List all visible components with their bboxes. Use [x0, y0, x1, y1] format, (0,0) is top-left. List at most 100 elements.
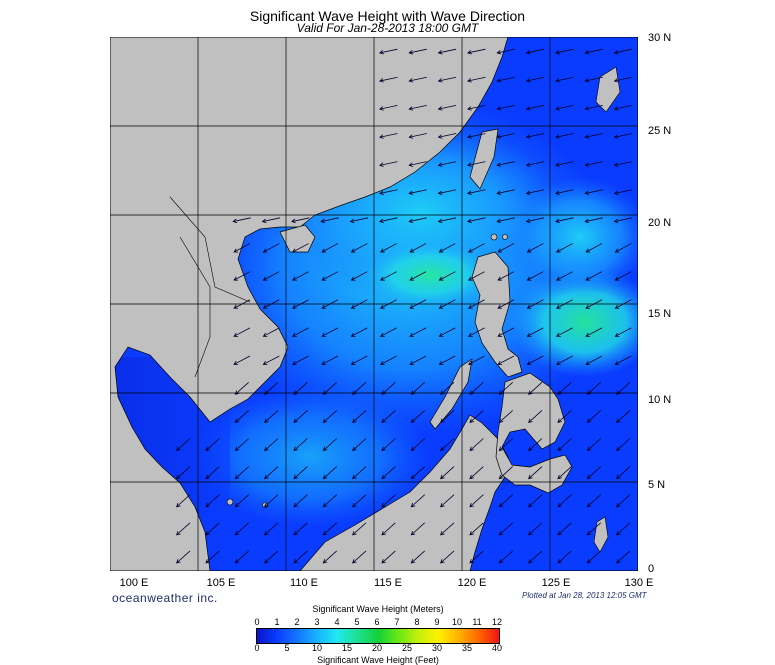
legend-feet-tick: 0	[254, 643, 260, 653]
valid-time-subtitle: Valid For Jan-28-2013 18:00 GMT	[296, 21, 479, 35]
wave-arrow	[352, 381, 367, 395]
wave-arrow	[555, 217, 574, 224]
wave-arrow	[614, 243, 632, 253]
wave-arrow	[437, 133, 457, 139]
wave-arrow	[469, 438, 484, 452]
legend-meters-tick: 7	[394, 617, 400, 627]
wave-arrow	[555, 327, 573, 337]
wave-arrow	[293, 550, 308, 564]
wave-arrow	[264, 522, 279, 536]
wave-arrow	[409, 355, 427, 365]
wave-arrow	[469, 522, 484, 536]
legend-feet-tick: 40	[491, 643, 503, 653]
brand-logo-text: oceanweather inc.	[112, 591, 218, 605]
wave-arrow	[381, 438, 396, 452]
chart-title: Significant Wave Height with Wave Direct…	[249, 8, 526, 24]
wave-arrow	[555, 271, 573, 281]
wave-arrow	[322, 494, 337, 508]
wave-arrow	[321, 271, 339, 281]
wave-arrow	[205, 522, 220, 536]
legend-feet-tick: 30	[431, 643, 443, 653]
wave-arrow	[557, 550, 572, 564]
wave-arrow	[467, 76, 486, 83]
wave-arrow	[437, 76, 457, 83]
legend-meters-tick: 8	[414, 617, 420, 627]
wave-arrow	[408, 133, 427, 139]
legend-meters-tick: 10	[451, 617, 463, 627]
wave-arrow	[585, 355, 603, 365]
legend-feet-tick: 10	[311, 643, 323, 653]
wave-arrow	[379, 133, 398, 139]
wave-arrow	[555, 105, 574, 111]
taiwan-island	[469, 128, 499, 190]
wave-arrow	[498, 381, 513, 395]
wave-arrow	[498, 438, 513, 452]
wave-arrow	[321, 299, 339, 309]
wave-arrow	[261, 217, 281, 224]
wave-arrow	[262, 355, 280, 365]
wave-arrow	[233, 355, 251, 365]
wave-arrow	[584, 189, 603, 195]
lat-label-20n: 20 N	[648, 217, 672, 229]
wave-arrow	[291, 243, 309, 253]
wave-arrow	[379, 355, 397, 365]
wave-arrow	[526, 243, 544, 253]
wave-arrow	[409, 243, 427, 253]
lon-label-130e: 130 E	[624, 577, 654, 589]
wave-arrow	[437, 217, 457, 224]
legend-feet-tick: 25	[401, 643, 413, 653]
wave-arrow	[262, 327, 280, 337]
wave-arrow	[437, 161, 457, 167]
wave-arrow	[555, 161, 574, 167]
wave-arrow	[528, 522, 543, 536]
wave-arrow	[293, 381, 308, 395]
lon-label-105e: 105 E	[206, 577, 236, 589]
wave-arrow	[291, 271, 309, 281]
wave-arrow	[176, 438, 191, 452]
wave-arrow	[233, 299, 251, 309]
lat-label-25n: 25 N	[648, 125, 672, 137]
wave-arrow	[555, 355, 573, 365]
wave-arrow	[498, 494, 513, 508]
wave-arrow	[469, 381, 484, 395]
wave-arrow	[264, 466, 279, 480]
wave-arrow	[381, 550, 396, 564]
legend-feet-title: Significant Wave Height (Feet)	[317, 655, 439, 665]
wave-arrow	[205, 466, 220, 480]
wave-arrow	[557, 522, 572, 536]
wave-arrow	[176, 466, 191, 480]
wave-arrow	[438, 271, 456, 281]
wave-arrow	[437, 48, 457, 55]
wave-arrow	[234, 381, 249, 395]
wave-arrow	[584, 217, 603, 224]
wave-arrow	[557, 410, 572, 424]
wave-arrow	[234, 466, 249, 480]
wave-arrow	[528, 494, 543, 508]
wave-arrow	[322, 381, 337, 395]
wave-arrow	[496, 217, 515, 224]
wave-arrow	[176, 494, 191, 508]
wave-arrow	[350, 243, 368, 253]
wave-arrow	[525, 76, 545, 83]
wave-arrow	[586, 550, 601, 564]
wave-arrow	[293, 466, 308, 480]
wave-arrow	[555, 133, 574, 139]
wave-arrow	[379, 327, 397, 337]
wave-arrow	[352, 494, 367, 508]
wave-arrow	[616, 522, 631, 536]
wave-arrow	[526, 355, 544, 365]
wave-arrow	[234, 494, 249, 508]
wave-arrow	[496, 133, 515, 139]
wave-arrow	[234, 522, 249, 536]
wave-arrow	[352, 550, 367, 564]
wave-arrow	[264, 438, 279, 452]
legend-feet-tick: 15	[341, 643, 353, 653]
wave-arrow	[291, 355, 309, 365]
wave-arrow	[352, 522, 367, 536]
wave-arrow	[469, 410, 484, 424]
wave-arrow	[438, 327, 456, 337]
wave-arrow	[381, 522, 396, 536]
wave-arrow	[616, 494, 631, 508]
wave-arrow	[322, 466, 337, 480]
wave-arrow	[528, 381, 543, 395]
